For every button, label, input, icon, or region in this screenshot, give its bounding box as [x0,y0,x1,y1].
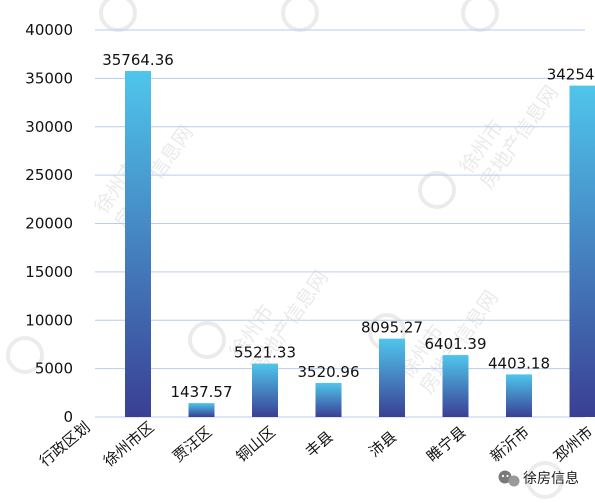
wechat-icon [499,471,520,487]
watermark-layer: 徐州市 房地产信息网 徐州市 房地产信息网 徐州市 房地产信息网 徐州市 房地产… [8,0,563,497]
value-label: 8095.27 [361,319,423,337]
x-tick-label: 铜山区 [233,423,279,466]
bar [443,355,469,417]
y-tick-label: 25000 [25,166,73,184]
bar [316,383,342,417]
y-tick-label: 35000 [25,69,73,87]
x-tick-label: 徐州市区 [100,418,158,470]
y-tick-label: 10000 [25,311,73,329]
x-tick-label: 睢宁县 [423,423,469,466]
bar [570,86,595,417]
x-axis-labels: 行政区划徐州市区贾汪区铜山区丰县沛县睢宁县新沂市邳州市 [36,418,595,470]
brand-name: 徐房信息 [523,470,579,487]
watermark-logo-icon [8,0,562,497]
value-label: 1437.57 [170,383,232,401]
y-tick-label: 15000 [25,263,73,281]
value-label: 4403.18 [488,354,550,372]
y-tick-label: 20000 [25,215,73,233]
bar [252,364,278,417]
bar [379,339,405,417]
bar [189,403,215,417]
value-label: 35764.36 [102,51,174,69]
x-tick-label: 沛县 [366,428,401,461]
value-label: 3520.96 [297,363,359,381]
value-label: 34254.33 [547,66,595,84]
x-tick-label: 丰县 [302,428,337,461]
y-tick-label: 5000 [35,360,73,378]
y-axis-ticks: 0 5000 10000 15000 20000 25000 30000 35000 40000 [25,21,73,426]
value-label: 6401.39 [424,335,486,353]
x-tick-label: 邳州市 [550,423,595,466]
y-tick-label: 40000 [25,21,73,39]
y-tick-label: 30000 [25,118,73,136]
brand-badge: 徐房信息 [499,470,580,487]
y-tick-label: 0 [63,408,73,426]
value-label: 5521.33 [234,344,296,362]
watermark-text: 徐州市 房地产信息网 徐州市 房地产信息网 徐州市 房地产信息网 徐州市 房地产… [89,81,562,398]
x-tick-label: 新沂市 [487,423,533,466]
bar [506,374,532,417]
bar [125,71,151,417]
x-tick-label: 贾汪区 [169,423,215,466]
